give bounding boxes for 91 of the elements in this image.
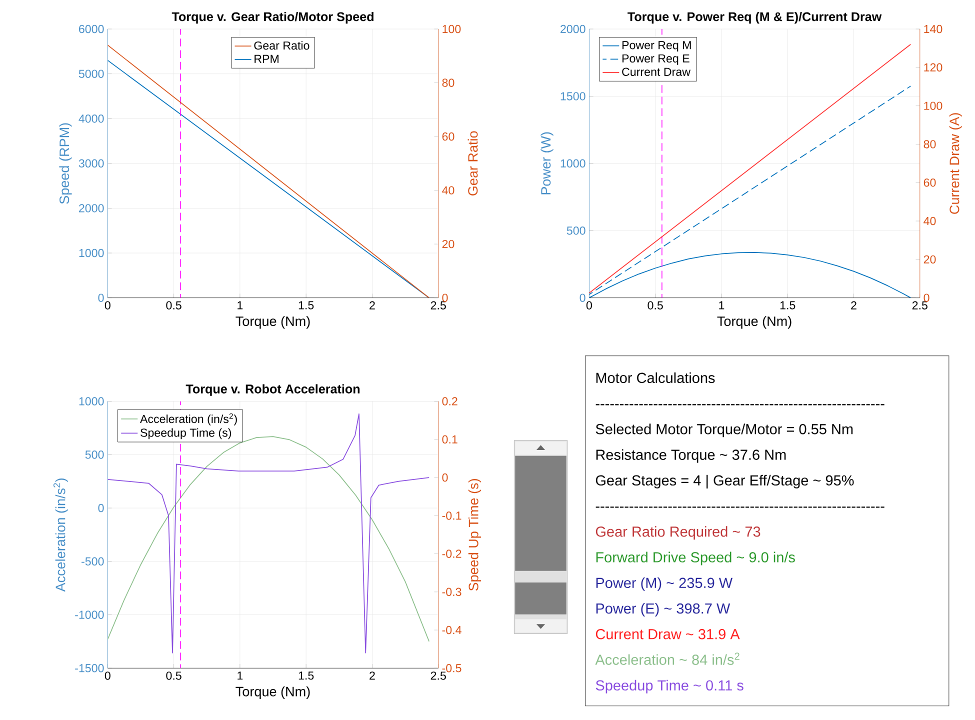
y2-tick-label: -0.1 <box>442 511 462 520</box>
x-axis-title: Torque (Nm) <box>236 686 310 699</box>
x-tick-label: 1 <box>238 301 243 310</box>
chart-title: Torque v. Power Req (M & E)/Current Draw <box>628 12 882 24</box>
y2-tick-label: 0.2 <box>442 397 458 406</box>
x-axis-title: Torque (Nm) <box>236 316 310 329</box>
text: Current Draw ~ 31.9 A <box>596 628 740 640</box>
y-tick-label: 500 <box>566 226 586 235</box>
x-tick-label: 2 <box>370 671 375 680</box>
legend-label: Current Draw <box>622 68 691 76</box>
y-tick-label: 6000 <box>79 24 104 33</box>
x-tick-label: 0.5 <box>166 671 182 680</box>
x-axis-title: Torque (Nm) <box>717 316 792 329</box>
text: Motor Calculations <box>596 372 715 383</box>
y2-tick-label: 0 <box>442 294 448 302</box>
y2-tick-label: 40 <box>442 186 454 194</box>
text: Speedup Time ~ 0.11 s <box>596 680 744 694</box>
y2-tick-label: -0.3 <box>442 588 462 596</box>
y-axis-title: Power (W) <box>540 132 554 194</box>
y-tick-label: -500 <box>82 557 104 566</box>
y-tick-label: 1000 <box>560 159 586 168</box>
x-tick-label: 2.5 <box>430 671 446 680</box>
y2-tick-label: 60 <box>924 178 936 187</box>
text: Forward Drive Speed ~ 9.0 in/s <box>596 552 795 566</box>
y2-axis-title: Current Draw (A) <box>949 112 962 214</box>
y2-tick-label: 100 <box>442 24 461 33</box>
legend-label: Acceleration (in/s$^{2}$) <box>140 413 237 426</box>
y-tick-label: -1500 <box>75 664 104 672</box>
x-tick-label: 0.5 <box>166 301 182 310</box>
line-series <box>589 252 912 298</box>
x-tick-label: 0 <box>104 301 110 310</box>
x-tick-label: 2.5 <box>430 301 446 310</box>
y-tick-label: 0 <box>580 294 586 302</box>
y2-tick-label: 20 <box>442 240 454 248</box>
y-tick-label: 500 <box>85 450 104 459</box>
x-tick-label: 1.5 <box>780 301 796 310</box>
y-tick-label: 0 <box>98 504 104 512</box>
x-tick-label: 2 <box>851 301 856 310</box>
y2-tick-label: 100 <box>924 102 942 110</box>
y-tick-label: 3000 <box>78 159 104 168</box>
y2-tick-label: 0 <box>924 294 930 302</box>
y-tick-label: 1000 <box>79 248 104 257</box>
y2-tick-label: 40 <box>924 216 936 225</box>
y2-tick-label: 80 <box>924 140 936 148</box>
y-axis-title: Acceleration (in/s$^{2}$) <box>53 478 68 592</box>
x-tick-label: 0.5 <box>648 301 663 310</box>
y2-axis-title: Gear Ratio <box>468 131 478 196</box>
chart-title: Torque v. Robot Acceleration <box>186 384 360 396</box>
text: Gear Stages = 4 | Gear Eff/Stage ~ 95% <box>596 474 854 488</box>
y-tick-label: 0 <box>98 294 104 302</box>
legend-label: Power Req M <box>622 40 691 52</box>
x-tick-label: 1.5 <box>298 301 314 310</box>
text: Selected Motor Torque/Motor = 0.55 Nm <box>596 423 853 437</box>
y-tick-label: 2000 <box>79 204 104 212</box>
legend-label: Speedup Time (s) <box>140 428 232 439</box>
y2-tick-label: -0.4 <box>442 626 462 634</box>
text: Acceleration ~ 84 in/s$^{2}$ <box>595 652 740 665</box>
y2-tick-label: 120 <box>924 63 942 72</box>
y-tick-label: 1500 <box>560 92 586 100</box>
y2-tick-label: 20 <box>924 255 936 264</box>
chart-title: Torque v. Gear Ratio/Motor Speed <box>172 12 374 24</box>
legend-label: Power Req E <box>622 54 690 65</box>
legend-label: RPM <box>254 54 278 63</box>
x-tick-label: 2 <box>370 301 375 310</box>
text: ------------------------------------------------------------ <box>596 404 884 406</box>
text: Power (M) ~ 235.9 W <box>596 577 733 591</box>
y-tick-label: 1000 <box>79 397 104 406</box>
y2-tick-label: 0.1 <box>442 435 458 444</box>
y2-axis-title: Speed Up Time (s) <box>468 478 482 590</box>
x-tick-label: 2.5 <box>912 301 928 310</box>
text: Gear Ratio Required ~ 73 <box>596 526 760 540</box>
x-tick-label: 0 <box>586 301 592 310</box>
y2-tick-label: 60 <box>442 132 454 140</box>
y2-tick-label: -0.5 <box>442 664 462 672</box>
y2-tick-label: 0 <box>442 473 448 482</box>
x-tick-label: 1 <box>719 301 724 310</box>
y-axis-title: Speed (RPM) <box>59 123 72 204</box>
y-tick-label: -1000 <box>75 610 104 619</box>
y-tick-label: 5000 <box>78 70 104 78</box>
y2-tick-label: -0.2 <box>442 550 462 558</box>
y-tick-label: 4000 <box>78 114 104 123</box>
x-tick-label: 1 <box>238 671 243 680</box>
x-tick-label: 1.5 <box>298 671 314 680</box>
y2-tick-label: 80 <box>442 78 454 87</box>
text: ------------------------------------------------------------ <box>596 506 884 508</box>
y2-tick-label: 140 <box>924 24 942 33</box>
legend-label: Gear Ratio <box>254 40 310 50</box>
x-tick-label: 0 <box>104 671 110 680</box>
text: Power (E) ~ 398.7 W <box>596 602 730 616</box>
text: Resistance Torque ~ 37.6 Nm <box>596 449 786 463</box>
y-tick-label: 2000 <box>560 24 586 33</box>
